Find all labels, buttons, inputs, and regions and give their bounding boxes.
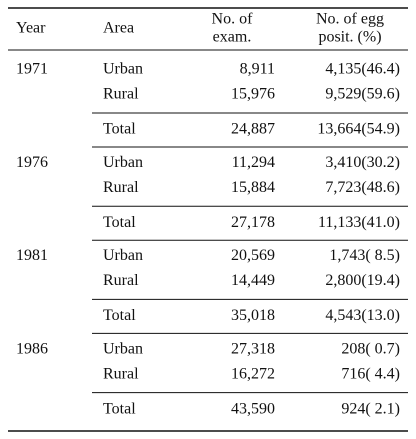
positive-cell: 11,133(41.0) (318, 214, 400, 231)
positive-cell: 9,529(59.6) (325, 86, 400, 103)
positive-cell: 208( 0.7) (341, 340, 400, 357)
header-cell: No. of (212, 11, 254, 28)
positive-cell: 1,743( 8.5) (329, 247, 400, 264)
exam-cell: 27,178 (231, 214, 275, 231)
positive-cell: 924( 2.1) (341, 400, 400, 417)
area-cell: Total (103, 400, 136, 417)
exam-cell: 43,590 (231, 400, 275, 417)
positive-cell: 13,664(54.9) (317, 121, 400, 138)
positive-cell: 2,800(19.4) (325, 272, 400, 289)
area-cell: Urban (103, 247, 143, 264)
header-cell: posit. (%) (318, 29, 381, 46)
year-cell: 1981 (16, 247, 48, 264)
positive-cell: 3,410(30.2) (325, 154, 400, 171)
exam-cell: 20,569 (231, 247, 275, 264)
area-cell: Total (103, 307, 136, 324)
area-cell: Rural (103, 86, 139, 103)
exam-cell: 15,884 (231, 179, 275, 196)
area-cell: Rural (103, 365, 139, 382)
year-cell: 1976 (16, 154, 48, 171)
header-cell: No. of egg (316, 11, 384, 28)
positive-cell: 716( 4.4) (341, 365, 400, 382)
exam-cell: 35,018 (231, 307, 275, 324)
positive-cell: 4,135(46.4) (325, 61, 400, 78)
year-cell: 1986 (16, 340, 48, 357)
exam-cell: 16,272 (231, 365, 275, 382)
header-cell: Year (16, 20, 46, 37)
area-cell: Urban (103, 61, 143, 78)
area-cell: Total (103, 121, 136, 138)
area-cell: Urban (103, 154, 143, 171)
area-cell: Total (103, 214, 136, 231)
year-cell: 1971 (16, 61, 48, 78)
exam-cell: 27,318 (231, 340, 275, 357)
positive-cell: 4,543(13.0) (325, 307, 400, 324)
exam-cell: 15,976 (231, 86, 275, 103)
area-cell: Urban (103, 340, 143, 357)
exam-cell: 14,449 (231, 272, 275, 289)
area-cell: Rural (103, 272, 139, 289)
header-cell: Area (103, 20, 134, 37)
area-cell: Rural (103, 179, 139, 196)
exam-cell: 24,887 (231, 121, 275, 138)
exam-cell: 8,911 (240, 61, 275, 78)
positive-cell: 7,723(48.6) (325, 179, 400, 196)
exam-cell: 11,294 (232, 154, 275, 171)
header-cell: exam. (213, 29, 252, 46)
